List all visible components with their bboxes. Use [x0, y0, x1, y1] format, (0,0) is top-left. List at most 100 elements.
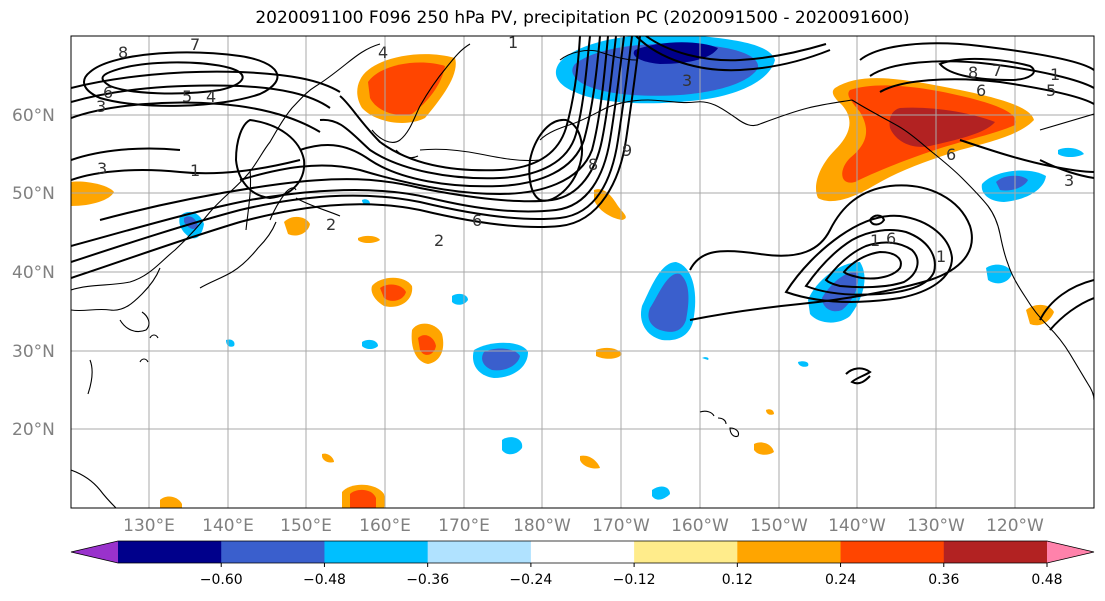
contour-label: 1	[936, 247, 946, 266]
colorbar-segment	[634, 541, 738, 563]
lon-label: 130°W	[907, 516, 965, 536]
contour-label: 7	[190, 35, 200, 54]
contour-label: 6	[472, 211, 482, 230]
pv-contours	[71, 36, 1094, 385]
contour-label: 3	[682, 71, 692, 90]
precip-positive-area	[322, 453, 334, 463]
lon-label: 170°W	[592, 516, 650, 536]
lon-label: 140°E	[202, 516, 254, 536]
contour-label: 1	[508, 33, 518, 52]
colorbar-outline	[70, 540, 1095, 564]
colorbar-tick-label: −0.60	[200, 572, 243, 588]
colorbar-tick-label: −0.48	[303, 572, 346, 588]
precip-negative-area	[482, 348, 520, 371]
contour-label: 3	[97, 159, 107, 178]
lon-label: 150°E	[280, 516, 332, 536]
colorbar-extend-high	[1047, 541, 1094, 563]
lat-label: 60°N	[12, 106, 55, 126]
colorbar-segment	[118, 541, 222, 563]
contour-label: 6	[946, 145, 956, 164]
precip-positive-area	[580, 455, 600, 469]
lat-label: 20°N	[12, 420, 55, 440]
contour-label: 5	[182, 87, 192, 106]
contour-label: 7	[992, 61, 1002, 80]
contour-label: 1	[870, 231, 880, 250]
colorbar-ticks: −0.60 −0.48 −0.36 −0.24 −0.12 0.12 0.24 0.36 0.4…	[200, 563, 1063, 588]
contour-label: 1	[1050, 65, 1060, 84]
precip-negative-area	[502, 437, 523, 455]
lat-label: 50°N	[12, 184, 55, 204]
precip-negative-area	[1058, 147, 1084, 157]
longitude-labels: 130°E 140°E 150°E 160°E 170°E 180°W 170°…	[123, 516, 1044, 536]
contour-label: 8	[968, 63, 978, 82]
colorbar-segment	[840, 541, 945, 563]
contour-label: 6	[886, 229, 896, 248]
precip-negative-area	[648, 273, 689, 332]
latitude-labels: 60°N 50°N 40°N 30°N 20°N	[12, 106, 55, 440]
precip-negative-area	[986, 264, 1012, 284]
contour-label: 9	[622, 141, 632, 160]
precip-positive-area	[368, 62, 445, 116]
precip-negative-area	[362, 339, 378, 349]
lon-label: 170°E	[438, 516, 490, 536]
lon-label: 160°E	[359, 516, 411, 536]
precip-negative-area	[996, 175, 1028, 191]
colorbar-segment	[427, 541, 532, 563]
precip-positive-area	[350, 489, 376, 508]
map-frame	[70, 35, 1095, 509]
coastlines	[71, 43, 1094, 508]
graticule	[71, 36, 1094, 508]
lon-label: 180°W	[513, 516, 571, 536]
precip-positive-area	[380, 284, 406, 301]
colorbar-tick-label: 0.24	[825, 572, 856, 588]
colorbar-segment	[943, 541, 1048, 563]
precip-positive-area	[284, 216, 310, 236]
contour-label: 1	[190, 161, 200, 180]
colorbar-tick-label: −0.24	[509, 572, 552, 588]
colorbar-extend-low	[71, 541, 118, 563]
colorbar-segment	[530, 541, 635, 563]
colorbar-segment	[737, 541, 842, 563]
lon-label: 150°W	[750, 516, 808, 536]
contour-label: 6	[976, 81, 986, 100]
contour-label: 6	[103, 83, 113, 102]
precip-shading	[71, 36, 1084, 508]
lon-label: 130°E	[123, 516, 175, 536]
colorbar-tick-label: −0.12	[613, 572, 656, 588]
contour-label: 5	[1046, 81, 1056, 100]
lon-label: 120°W	[986, 516, 1044, 536]
contour-label: 2	[326, 215, 336, 234]
colorbar	[70, 540, 1095, 564]
colorbar-segment	[324, 541, 429, 563]
contour-label: 3	[96, 97, 106, 116]
contour-labels: 8 7 6 5 4 3 4 1 3 2 2 6 1 8 9 3 8 7 6 5 …	[96, 33, 1074, 266]
precip-positive-area	[418, 335, 436, 355]
lat-label: 30°N	[12, 342, 55, 362]
precip-positive-area	[160, 496, 182, 508]
precip-positive-area	[754, 442, 774, 455]
colorbar-tick-label: 0.12	[722, 572, 753, 588]
lon-label: 140°W	[828, 516, 886, 536]
colorbar-tick-label: 0.36	[928, 572, 959, 588]
colorbar-tick-label: 0.48	[1031, 572, 1062, 588]
precip-negative-area	[798, 361, 809, 367]
contour-label: 4	[206, 87, 216, 106]
precip-negative-area	[633, 42, 718, 64]
precip-negative-area	[652, 486, 670, 500]
map-title: 2020091100 F096 250 hPa PV, precipitatio…	[255, 8, 910, 28]
lat-label: 40°N	[12, 263, 55, 283]
precip-positive-area	[889, 107, 995, 147]
contour-label: 2	[434, 231, 444, 250]
precip-positive-area	[766, 409, 774, 415]
contour-label: 8	[588, 155, 598, 174]
contour-label: 3	[1064, 171, 1074, 190]
contour-label: 8	[118, 43, 128, 62]
lon-label: 160°W	[671, 516, 729, 536]
precip-negative-area	[702, 357, 709, 360]
precip-positive-area	[71, 181, 114, 206]
colorbar-tick-label: −0.36	[406, 572, 449, 588]
colorbar-segment	[221, 541, 325, 563]
precip-positive-area	[594, 189, 626, 220]
precip-positive-area	[358, 235, 380, 243]
